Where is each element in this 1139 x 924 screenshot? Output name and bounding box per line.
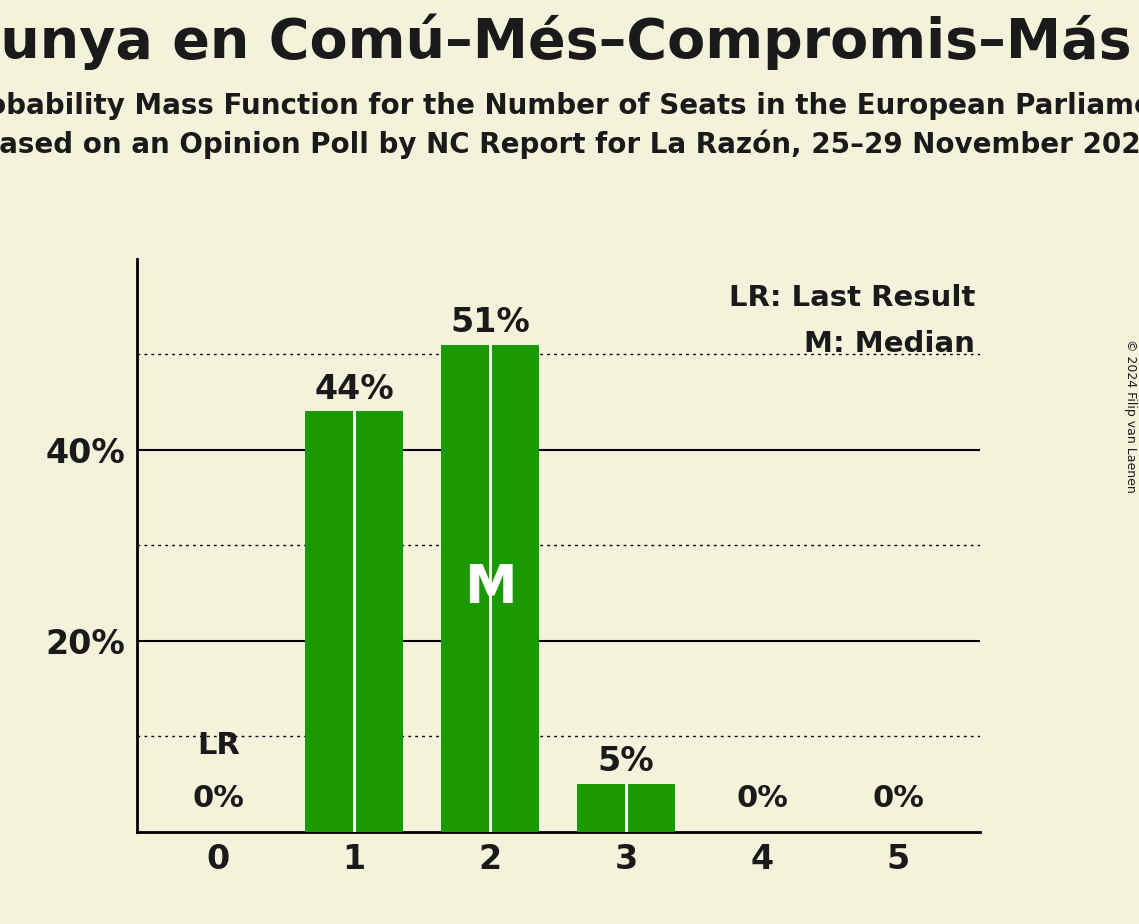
Text: LR: LR [197, 731, 239, 760]
Text: © 2024 Filip van Laenen: © 2024 Filip van Laenen [1124, 339, 1137, 492]
Text: LR: Last Result: LR: Last Result [729, 285, 975, 312]
Text: 0%: 0% [872, 784, 924, 812]
Bar [441, 345, 539, 832]
Bar [305, 411, 403, 832]
Text: Sumar–Catalunya en Comú–Més–Compromis–Más País–Chunta: Sumar–Catalunya en Comú–Més–Compromis–Má… [0, 14, 1139, 70]
Text: M: Median: M: Median [804, 331, 975, 359]
Text: 51%: 51% [450, 306, 530, 339]
Text: Probability Mass Function for the Number of Seats in the European Parliament: Probability Mass Function for the Number… [0, 92, 1139, 120]
Bar [577, 784, 675, 832]
Text: 44%: 44% [314, 372, 394, 406]
Text: 5%: 5% [598, 745, 655, 778]
Text: 0%: 0% [736, 784, 788, 812]
Text: 0%: 0% [192, 784, 244, 812]
Text: Based on an Opinion Poll by NC Report for La Razón, 25–29 November 2024: Based on an Opinion Poll by NC Report fo… [0, 129, 1139, 159]
Text: M: M [464, 562, 516, 614]
